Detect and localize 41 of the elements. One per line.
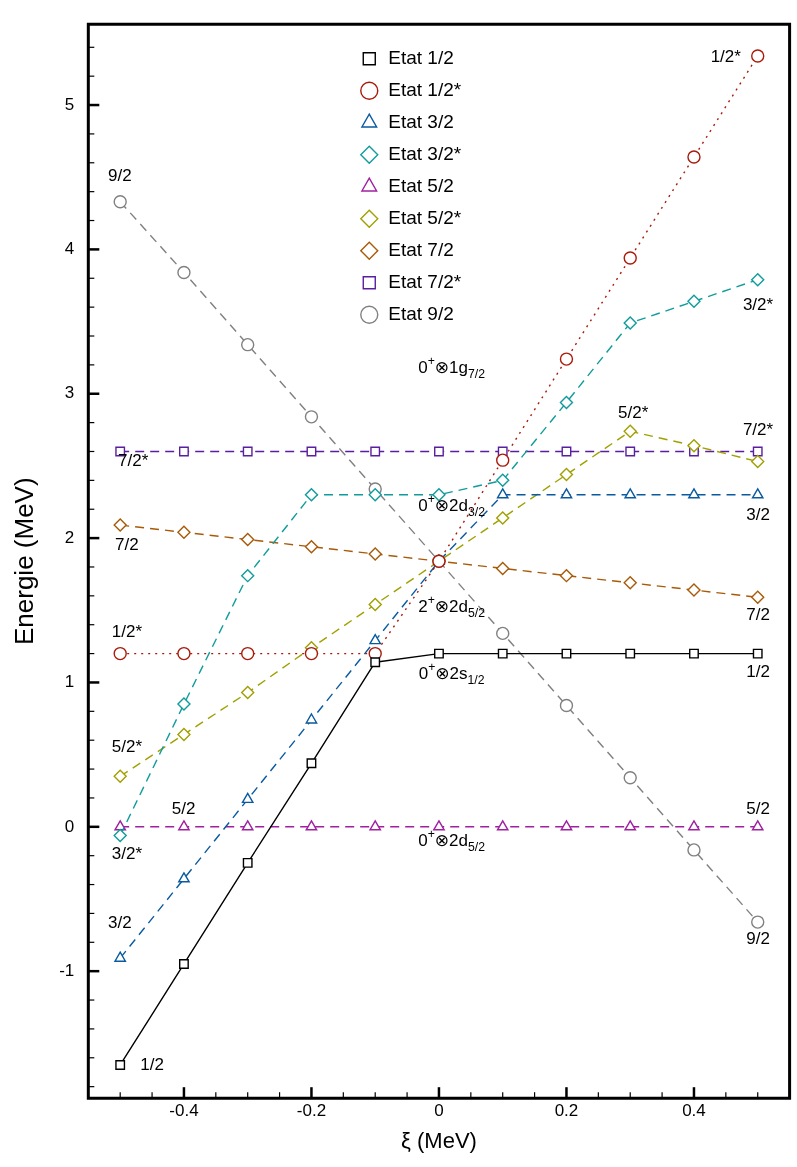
y-axis-title: Energie (MeV) (8, 477, 39, 646)
legend-label: Etat 9/2 (388, 302, 454, 324)
annotation: 7/2* (742, 419, 774, 439)
legend-label: Etat 1/2* (388, 78, 462, 100)
annotation: 9/2 (108, 166, 132, 186)
annotation: 7/2 (746, 604, 770, 624)
legend-label: Etat 1/2 (388, 46, 454, 68)
annotation: 5/2* (618, 402, 649, 422)
annotation: 7/2 (115, 534, 139, 554)
y-tick-label: 3 (64, 383, 75, 403)
x-tick-label: 0.2 (554, 1101, 579, 1121)
y-tick-label: 1 (64, 672, 75, 692)
annotation: 1/2 (746, 661, 770, 681)
annotation: 5/2* (111, 736, 143, 756)
annotation: 3/2* (742, 295, 774, 315)
annotation: 7/2* (118, 451, 149, 471)
annotation: 5/2 (746, 798, 770, 818)
annotation: 9/2 (746, 928, 770, 948)
annotation: 1/2 (140, 1054, 164, 1074)
legend-label: Etat 7/2* (388, 270, 462, 292)
legend-label: Etat 7/2 (388, 238, 454, 260)
x-tick-label: -0.2 (296, 1101, 327, 1121)
annotation: 3/2 (746, 504, 770, 524)
x-axis-title: ξ (MeV) (401, 1127, 477, 1153)
legend-label: Etat 3/2* (388, 142, 462, 164)
annotation: 5/2 (171, 798, 196, 818)
y-tick-label: 2 (64, 527, 75, 547)
x-tick-label: 0.4 (682, 1101, 706, 1121)
legend-label: Etat 5/2* (388, 206, 462, 228)
annotation: 3/2 (108, 912, 132, 932)
legend-label: Etat 5/2 (388, 174, 454, 196)
annotation: 1/2* (710, 47, 742, 67)
y-tick-label: 4 (64, 239, 75, 259)
annotation: 1/2* (111, 621, 143, 641)
x-tick-label: 0 (434, 1101, 444, 1121)
y-tick-label: -1 (59, 960, 75, 980)
y-tick-label: 5 (64, 94, 75, 114)
x-tick-label: -0.4 (169, 1101, 199, 1121)
y-tick-label: 0 (64, 816, 75, 836)
annotation: 3/2* (111, 844, 143, 864)
legend-label: Etat 3/2 (388, 110, 454, 132)
